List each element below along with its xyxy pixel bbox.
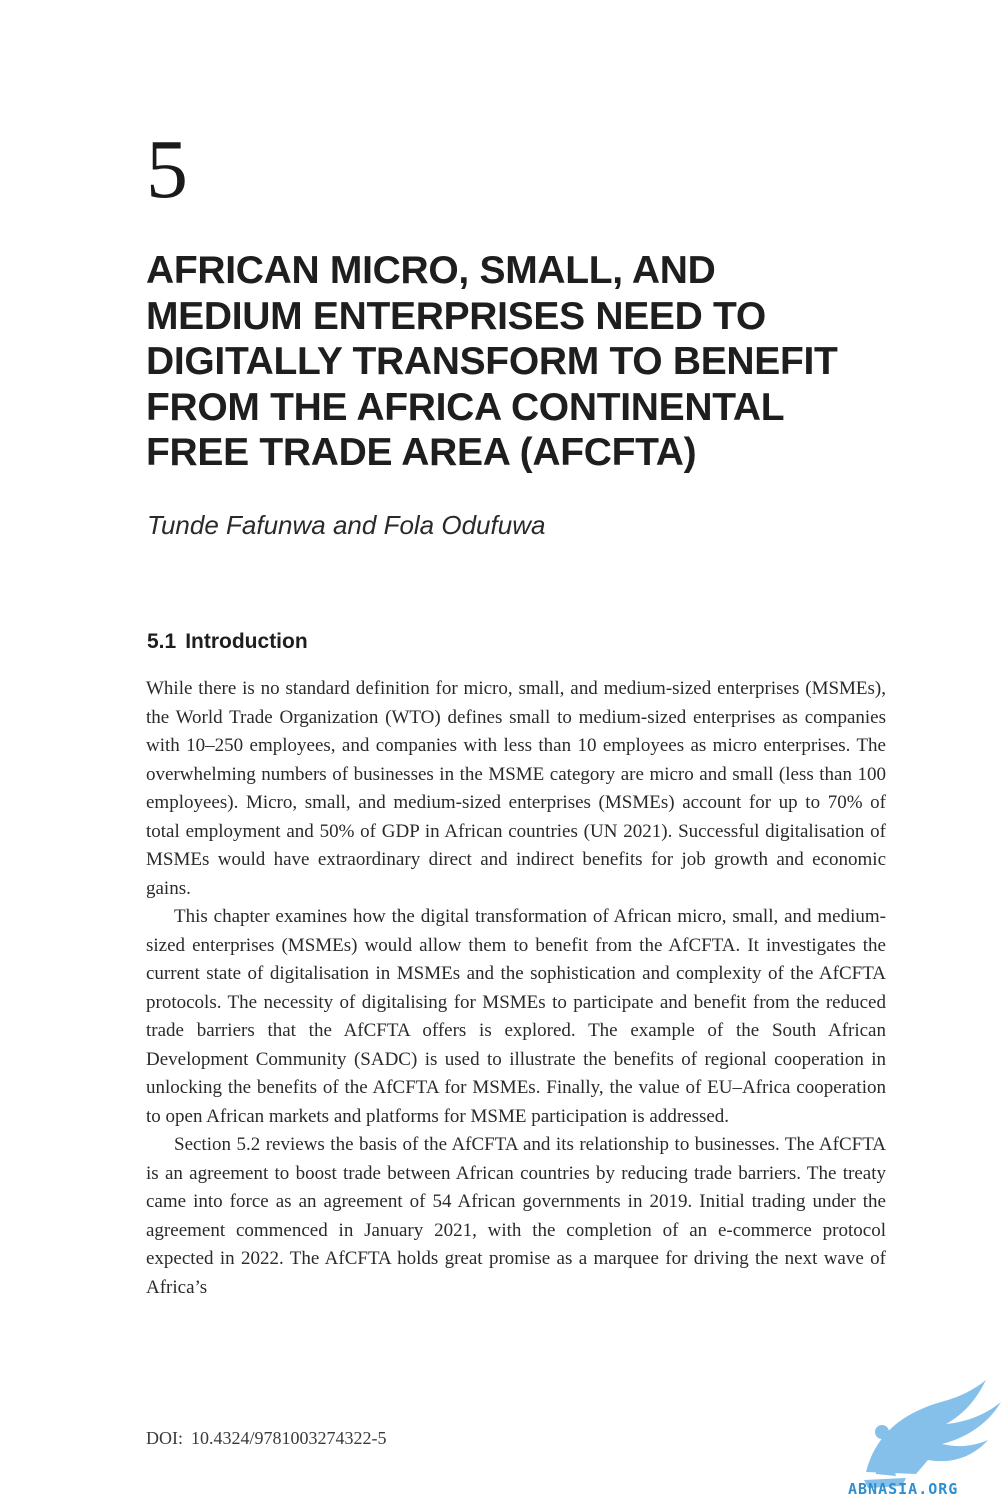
chapter-title-line: MEDIUM ENTERPRISES NEED TO [146,294,766,338]
watermark-logo-icon [864,1380,1001,1488]
watermark-text: ABNASIA.ORG [848,1480,959,1498]
chapter-title-line: FROM THE AFRICA CONTINENTAL [146,385,785,429]
paragraph: While there is no standard definition fo… [146,678,886,899]
doi-value: 10.4324/9781003274322-5 [191,1428,387,1448]
body-text: While there is no standard definition fo… [146,675,886,1302]
chapter-title: AFRICAN MICRO, SMALL, AND MEDIUM ENTERPR… [146,248,886,476]
paragraph: This chapter examines how the digital tr… [146,906,886,1127]
chapter-title-line: AFRICAN MICRO, SMALL, AND [146,249,716,292]
section-heading: 5.1 Introduction [147,630,308,654]
chapter-authors: Tunde Fafunwa and Fola Odufuwa [147,510,546,540]
chapter-number: 5 [146,123,188,216]
chapter-title-line: FREE TRADE AREA (AFCFTA) [146,431,697,474]
paragraph: Section 5.2 reviews the basis of the AfC… [146,1134,886,1298]
doi-label: DOI: [146,1428,183,1448]
section-title: Introduction [185,630,308,653]
doi-footer: DOI: 10.4324/9781003274322-5 [146,1428,387,1449]
chapter-title-line: DIGITALLY TRANSFORM TO BENEFIT [146,340,838,383]
section-number: 5.1 [147,630,177,653]
